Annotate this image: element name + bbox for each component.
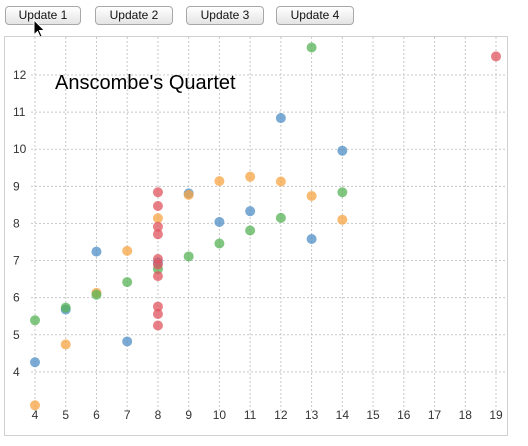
data-point-series-1 bbox=[91, 246, 102, 257]
data-point-series-2 bbox=[60, 339, 71, 350]
y-tick-label: 5 bbox=[13, 328, 20, 342]
x-tick-label: 17 bbox=[428, 408, 442, 422]
data-points bbox=[30, 42, 501, 411]
data-point-series-3 bbox=[91, 289, 102, 300]
data-point-series-4 bbox=[152, 221, 163, 232]
update-4-button[interactable]: Update 4 bbox=[276, 6, 354, 25]
data-point-series-3 bbox=[275, 212, 286, 223]
data-point-series-3 bbox=[122, 277, 133, 288]
y-tick-label: 6 bbox=[13, 291, 20, 305]
data-point-series-4 bbox=[152, 308, 163, 319]
data-point-series-1 bbox=[122, 336, 133, 347]
x-tick-label: 11 bbox=[244, 408, 257, 422]
x-tick-label: 13 bbox=[305, 408, 319, 422]
x-tick-label: 16 bbox=[397, 408, 411, 422]
data-point-series-1 bbox=[30, 357, 40, 368]
data-point-series-2 bbox=[214, 176, 225, 187]
y-tick-label: 7 bbox=[13, 254, 20, 268]
x-tick-label: 4 bbox=[32, 408, 39, 422]
x-tick-label: 10 bbox=[213, 408, 227, 422]
data-point-series-4 bbox=[152, 187, 163, 198]
data-point-series-4 bbox=[152, 301, 163, 312]
toolbar: Update 1 Update 2 Update 3 Update 4 bbox=[0, 0, 528, 34]
data-point-series-3 bbox=[183, 251, 194, 262]
update-1-button[interactable]: Update 1 bbox=[5, 6, 81, 25]
tick-labels: 4 5 6 7 8 9 10 11 12 13 14 15 16 17 18 19 4 5 6 7 8 9 10 11 12 bbox=[13, 68, 503, 422]
grid-lines bbox=[31, 37, 507, 413]
chart-title: Anscombe's Quartet bbox=[55, 72, 236, 94]
update-3-button[interactable]: Update 3 bbox=[186, 6, 264, 25]
x-tick-label: 6 bbox=[93, 408, 100, 422]
data-point-series-2 bbox=[275, 176, 286, 187]
data-point-series-2 bbox=[245, 171, 256, 182]
data-point-series-4 bbox=[152, 271, 163, 282]
x-tick-label: 15 bbox=[366, 408, 380, 422]
x-tick-label: 19 bbox=[489, 408, 503, 422]
data-point-series-4 bbox=[152, 259, 163, 270]
data-point-series-1 bbox=[214, 216, 225, 227]
data-point-series-2 bbox=[306, 190, 317, 201]
y-tick-label: 12 bbox=[13, 68, 27, 82]
data-point-series-2 bbox=[183, 189, 194, 200]
data-point-series-3 bbox=[214, 238, 225, 249]
data-point-series-1 bbox=[275, 113, 286, 124]
data-point-series-1 bbox=[245, 206, 256, 217]
update-2-button[interactable]: Update 2 bbox=[95, 6, 173, 25]
data-point-series-3 bbox=[245, 225, 256, 236]
y-tick-label: 8 bbox=[13, 216, 20, 230]
data-point-series-3 bbox=[337, 187, 348, 198]
data-point-series-2 bbox=[152, 213, 163, 224]
x-tick-label: 8 bbox=[155, 408, 162, 422]
x-tick-label: 12 bbox=[274, 408, 288, 422]
data-point-series-3 bbox=[306, 42, 317, 53]
x-tick-label: 9 bbox=[185, 408, 192, 422]
data-point-series-2 bbox=[30, 400, 40, 411]
data-point-series-3 bbox=[60, 302, 71, 313]
data-point-series-3 bbox=[30, 315, 40, 326]
data-point-series-4 bbox=[152, 320, 163, 331]
y-tick-label: 4 bbox=[13, 365, 20, 379]
data-point-series-2 bbox=[122, 245, 133, 256]
chart-frame: 4 5 6 7 8 9 10 11 12 13 14 15 16 17 18 19 4 5 6 7 8 9 10 11 12 A… bbox=[4, 36, 508, 436]
data-point-series-4 bbox=[152, 229, 163, 240]
data-point-series-2 bbox=[337, 214, 348, 225]
x-tick-label: 7 bbox=[124, 408, 131, 422]
x-tick-label: 5 bbox=[62, 408, 69, 422]
y-tick-label: 10 bbox=[13, 142, 27, 156]
scatter-chart: 4 5 6 7 8 9 10 11 12 13 14 15 16 17 18 19 4 5 6 7 8 9 10 11 12 A… bbox=[13, 37, 507, 422]
data-point-series-4 bbox=[491, 51, 501, 62]
data-point-series-1 bbox=[306, 234, 317, 245]
y-tick-label: 9 bbox=[13, 179, 20, 193]
data-point-series-4 bbox=[152, 200, 163, 211]
x-tick-label: 14 bbox=[336, 408, 350, 422]
x-tick-label: 18 bbox=[459, 408, 473, 422]
y-tick-label: 11 bbox=[13, 105, 26, 119]
data-point-series-1 bbox=[337, 145, 348, 156]
mouse-cursor-icon bbox=[33, 19, 46, 39]
